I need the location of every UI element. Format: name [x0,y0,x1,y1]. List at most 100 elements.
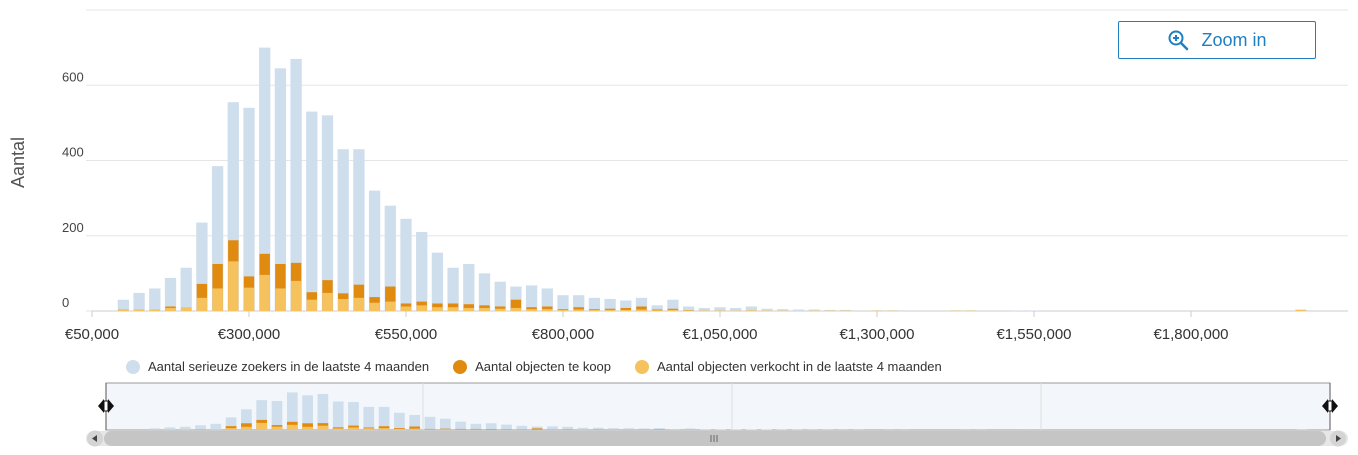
bar-seekers[interactable] [839,309,852,311]
bar-sold[interactable] [165,307,176,311]
bar-seekers[interactable] [259,47,271,311]
bar-seekers[interactable] [368,190,381,311]
navigator-handle-right[interactable] [1327,400,1333,412]
bar-sold[interactable] [228,261,239,311]
bar-sold[interactable] [196,297,208,311]
bar-seekers[interactable] [573,295,585,311]
bar-seekers[interactable] [667,299,679,311]
bar-seekers[interactable] [620,300,632,311]
bar-seekers[interactable] [321,115,334,311]
bar-for-sale[interactable] [620,307,631,311]
bar-for-sale[interactable] [275,263,286,311]
bar-seekers[interactable] [416,231,428,311]
bar-for-sale[interactable] [542,306,553,311]
bar-seekers[interactable] [730,307,742,311]
bar-seekers[interactable] [337,149,349,311]
bar-seekers[interactable] [777,309,789,311]
bar-for-sale[interactable] [196,283,208,311]
bar-seekers[interactable] [133,292,145,311]
bar-sold[interactable] [1295,309,1307,311]
bar-sold[interactable] [275,288,286,311]
bar-sold[interactable] [526,309,537,311]
bar-sold[interactable] [212,288,223,311]
bar-seekers[interactable] [149,288,161,311]
bar-seekers[interactable] [714,307,726,311]
bar-seekers[interactable] [494,281,506,311]
bar-seekers[interactable] [243,107,255,311]
bar-sold[interactable] [573,309,584,311]
bar-seekers[interactable] [745,306,758,311]
scrollbar-thumb[interactable] [104,431,1326,446]
bar-seekers[interactable] [353,149,365,311]
navigator-handle-right-right-arrow[interactable] [1332,399,1338,413]
bar-seekers[interactable] [541,288,553,311]
bar-sold[interactable] [557,309,569,311]
zoom-in-button[interactable]: Zoom in [1118,21,1316,59]
bar-sold[interactable] [385,301,396,311]
bar-sold[interactable] [149,309,160,311]
bar-sold[interactable] [133,309,145,311]
bar-sold[interactable] [542,309,553,311]
bar-seekers[interactable] [447,267,459,311]
bar-sold[interactable] [636,309,647,311]
bar-sold[interactable] [463,307,474,311]
navigator-handle-left[interactable] [103,400,109,412]
bar-seekers[interactable] [824,309,836,311]
bar-sold[interactable] [652,310,663,311]
bar-sold[interactable] [290,280,302,311]
bar-for-sale[interactable] [463,304,474,311]
bar-seekers[interactable] [211,166,224,311]
bar-seekers[interactable] [463,263,475,311]
bar-sold[interactable] [338,298,349,311]
bar-sold[interactable] [620,309,631,311]
bar-sold[interactable] [667,309,679,311]
bar-for-sale[interactable] [510,299,522,311]
bar-sold[interactable] [400,306,412,311]
bar-for-sale[interactable] [573,307,584,311]
bar-seekers[interactable] [180,267,192,311]
bar-seekers[interactable] [604,298,616,311]
bar-sold[interactable] [306,299,317,311]
bar-sold[interactable] [259,274,270,311]
bar-sold[interactable] [746,310,757,311]
bar-seekers[interactable] [808,309,820,311]
navigator-handle-left-left-arrow[interactable] [98,399,104,413]
bar-seekers[interactable] [306,111,318,312]
bar-seekers[interactable] [792,309,805,311]
legend-item-seekers[interactable]: Aantal serieuze zoekers in de laatste 4 … [126,359,429,374]
bar-seekers[interactable] [274,68,287,311]
bar-seekers[interactable] [588,297,601,311]
bar-for-sale[interactable] [385,286,396,311]
bar-seekers[interactable] [698,307,710,311]
bar-sold[interactable] [432,307,443,311]
bar-seekers[interactable] [557,295,569,311]
navigator-handle-left-right-arrow[interactable] [108,399,114,413]
navigator-handle-right-left-arrow[interactable] [1322,399,1328,413]
bar-seekers[interactable] [682,306,695,311]
bar-sold[interactable] [479,307,490,311]
legend-item-for-sale[interactable]: Aantal objecten te koop [453,359,611,374]
bar-sold[interactable] [369,302,380,311]
bar-sold[interactable] [118,309,129,311]
bar-seekers[interactable] [164,277,177,311]
bar-seekers[interactable] [290,58,302,311]
bar-seekers[interactable] [525,285,538,311]
bar-seekers[interactable] [651,305,663,311]
bar-seekers[interactable] [510,286,522,311]
bar-seekers[interactable] [384,205,396,311]
bar-sold[interactable] [510,307,522,311]
bar-sold[interactable] [447,307,459,311]
bar-seekers[interactable] [761,308,773,311]
bar-sold[interactable] [322,292,333,311]
bar-for-sale[interactable] [212,263,223,311]
bar-sold[interactable] [353,297,365,311]
bar-sold[interactable] [495,308,506,311]
legend-item-sold[interactable]: Aantal objecten verkocht in de laatste 4… [635,359,942,374]
bar-seekers[interactable] [196,222,208,311]
bar-sold[interactable] [589,309,600,311]
bar-for-sale[interactable] [636,306,647,311]
bar-seekers[interactable] [227,102,239,312]
bar-seekers[interactable] [117,299,130,311]
bar-seekers[interactable] [478,273,491,311]
bar-sold[interactable] [416,305,427,311]
